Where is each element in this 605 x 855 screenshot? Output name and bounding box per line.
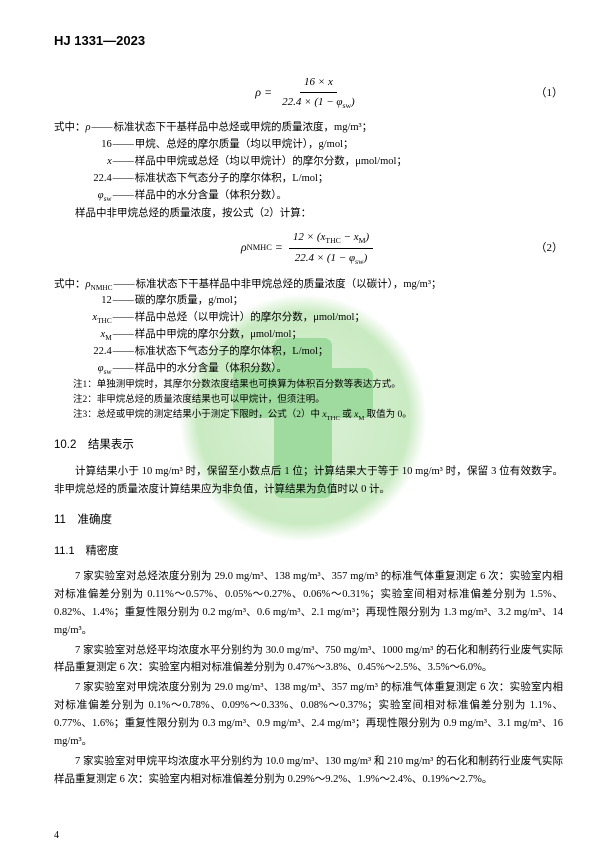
page-number: 4 [54, 830, 59, 841]
where-list-1: 式中：ρ——标准状态下干基样品中总烃或甲烷的质量浓度，mg/m³； 16——甲烷… [54, 120, 563, 204]
heading-11: 11 准确度 [54, 511, 563, 530]
equation-number-1: （1） [536, 84, 564, 102]
paragraph-1: 7 家实验室对总烃浓度分别为 29.0 mg/m³、138 mg/m³、357 … [54, 568, 563, 639]
equation-number-2: （2） [536, 239, 564, 257]
formula-1: ρ = 16 × x 22.4 × (1 − φsw) （1） [54, 73, 563, 112]
note-2: 注2：非甲烷总烃的质量浓度结果也可以甲烷计，但须注明。 [54, 393, 563, 408]
formula-2: ρNMHC = 12 × (xTHC − xM) 22.4 × (1 − φsw… [54, 228, 563, 269]
paragraph-4: 7 家实验室对甲烷平均浓度水平分别约为 10.0 mg/m³、130 mg/m³… [54, 753, 563, 789]
heading-10-2: 10.2 结果表示 [54, 436, 563, 455]
note-1: 注1：单独测甲烷时，其摩尔分数浓度结果也可换算为体积百分数等表达方式。 [54, 378, 563, 393]
where-list-2: 式中：ρNMHC——标准状态下干基样品中非甲烷总烃的质量浓度（以碳计），mg/m… [54, 277, 563, 378]
paragraph-2: 7 家实验室对总烃平均浓度水平分别约为 30.0 mg/m³、750 mg/m³… [54, 642, 563, 678]
note-3: 注3：总烃或甲烷的测定结果小于测定下限时，公式（2）中 xTHC 或 xM 取值… [54, 408, 563, 425]
doc-header: HJ 1331—2023 [54, 30, 563, 51]
calc-line: 样品中非甲烷总烃的质量浓度，按公式（2）计算： [54, 205, 563, 222]
heading-11-1: 11.1 精密度 [54, 542, 563, 560]
paragraph-3: 7 家实验室对甲烷浓度分别为 29.0 mg/m³、138 mg/m³、357 … [54, 679, 563, 750]
paragraph-10-2: 计算结果小于 10 mg/m³ 时，保留至小数点后 1 位；计算结果大于等于 1… [54, 463, 563, 499]
